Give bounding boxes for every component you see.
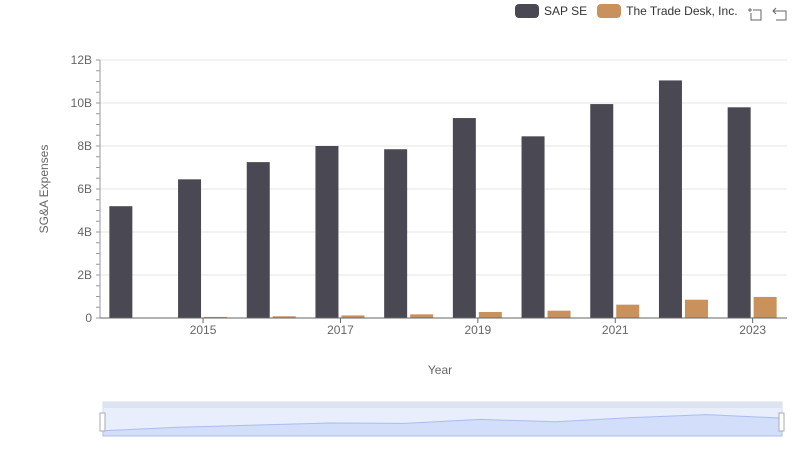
y-tick-label: 12B [71, 53, 92, 67]
y-tick-label: 6B [77, 182, 92, 196]
x-tick-label: 2017 [327, 323, 354, 337]
bar-sap-2022 [658, 80, 682, 318]
y-tick-label: 2B [77, 268, 92, 282]
bar-ttd-2019 [478, 311, 502, 318]
legend: SAP SE The Trade Desk, Inc. [515, 4, 748, 18]
legend-item-sap[interactable]: SAP SE [515, 4, 587, 18]
slider-handle-left[interactable] [99, 412, 106, 432]
bar-ttd-2018 [410, 314, 434, 318]
bar-sap-2015 [178, 179, 202, 318]
bar-ttd-2023 [753, 296, 777, 318]
legend-label-ttd: The Trade Desk, Inc. [626, 4, 738, 18]
restore-icon[interactable] [772, 6, 788, 22]
zoom-select-icon[interactable] [747, 6, 763, 22]
x-axis-label: Year [428, 363, 452, 377]
bar-ttd-2015 [204, 316, 228, 318]
bar-ttd-2017 [341, 315, 365, 318]
x-tick-label: 2021 [602, 323, 629, 337]
bar-sap-2020 [521, 136, 545, 318]
slider-handle-right[interactable] [778, 412, 785, 432]
x-tick-label: 2023 [739, 323, 766, 337]
bar-ttd-2016 [272, 316, 296, 318]
legend-swatch-sap [515, 4, 539, 18]
legend-item-ttd[interactable]: The Trade Desk, Inc. [597, 4, 738, 18]
y-tick-label: 4B [77, 225, 92, 239]
x-tick-label: 2019 [464, 323, 491, 337]
bar-sap-2019 [452, 118, 476, 318]
slider-bar[interactable] [103, 402, 782, 408]
y-tick-label: 10B [71, 96, 92, 110]
y-tick-label: 8B [77, 139, 92, 153]
bar-sap-2018 [384, 149, 408, 318]
y-axis-label: SG&A Expenses [37, 145, 51, 234]
bar-ttd-2020 [547, 310, 571, 318]
data-zoom-slider[interactable] [99, 401, 785, 437]
bar-sap-2014 [109, 206, 133, 318]
bar-ttd-2021 [616, 304, 640, 318]
bar-ttd-2022 [684, 299, 708, 318]
y-tick-label: 0 [85, 311, 92, 325]
legend-label-sap: SAP SE [544, 4, 588, 18]
x-tick-label: 2015 [190, 323, 217, 337]
bar-sap-2016 [246, 162, 270, 318]
bar-sap-2023 [727, 107, 751, 318]
legend-swatch-ttd [597, 4, 622, 18]
bar-sap-2021 [590, 104, 614, 318]
bar-sap-2017 [315, 146, 339, 318]
